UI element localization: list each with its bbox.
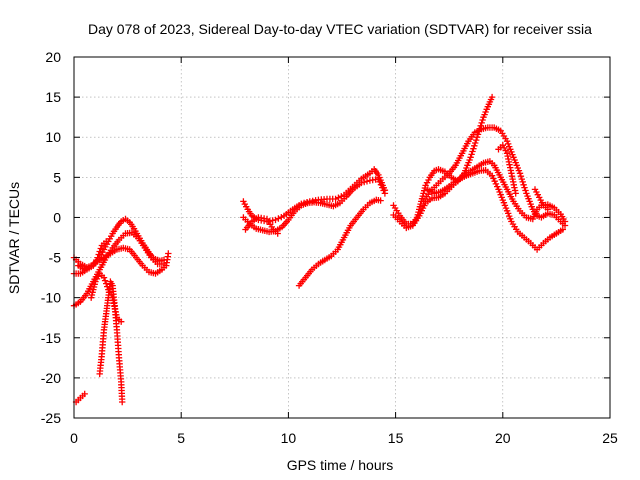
series-arc-j — [242, 214, 281, 237]
series-markers — [495, 142, 519, 197]
y-tick-label: 20 — [45, 49, 61, 65]
y-tick-label: 15 — [45, 89, 61, 105]
y-tick-label: 10 — [45, 129, 61, 145]
series-arc-p — [495, 142, 519, 197]
series-markers — [295, 196, 384, 289]
series-arc-l — [390, 93, 496, 228]
y-tick-label: -25 — [41, 410, 61, 426]
data-series — [70, 93, 569, 406]
series-arc-g — [96, 278, 126, 406]
series-markers — [390, 93, 496, 228]
series-markers — [72, 390, 88, 406]
series-arc-q — [531, 186, 551, 213]
grid — [74, 57, 610, 418]
y-tick-label: 5 — [53, 169, 61, 185]
series-arc-h — [240, 166, 389, 225]
x-tick-label: 15 — [388, 430, 404, 446]
x-tick-label: 0 — [70, 430, 78, 446]
series-arc-o — [424, 166, 566, 253]
x-tick-label: 25 — [602, 430, 618, 446]
chart-title: Day 078 of 2023, Sidereal Day-to-day VTE… — [88, 21, 592, 37]
series-markers — [242, 214, 281, 237]
y-tick-label: 0 — [53, 209, 61, 225]
plot-frame — [73, 56, 611, 419]
series-markers — [531, 186, 551, 213]
x-axis-label: GPS time / hours — [287, 457, 394, 473]
y-tick-label: -5 — [49, 250, 62, 266]
y-tick-label: -10 — [41, 290, 61, 306]
x-tick-label: 5 — [177, 430, 185, 446]
series-markers — [424, 166, 566, 253]
x-tick-label: 10 — [281, 430, 297, 446]
series-markers — [240, 166, 389, 225]
series-markers — [420, 124, 569, 229]
series-arc-k — [295, 196, 384, 289]
series-markers — [96, 278, 126, 406]
y-tick-label: -20 — [41, 370, 61, 386]
y-axis-label: SDTVAR / TECUs — [6, 182, 22, 294]
y-tick-label: -15 — [41, 330, 61, 346]
x-tick-label: 20 — [495, 430, 511, 446]
series-arc-n — [420, 124, 569, 229]
axis-ticks: 0 5 10 15 20 25 -25 -20 -15 -10 -5 0 5 10 15 20 — [41, 49, 618, 446]
series-arc-f — [72, 390, 88, 406]
